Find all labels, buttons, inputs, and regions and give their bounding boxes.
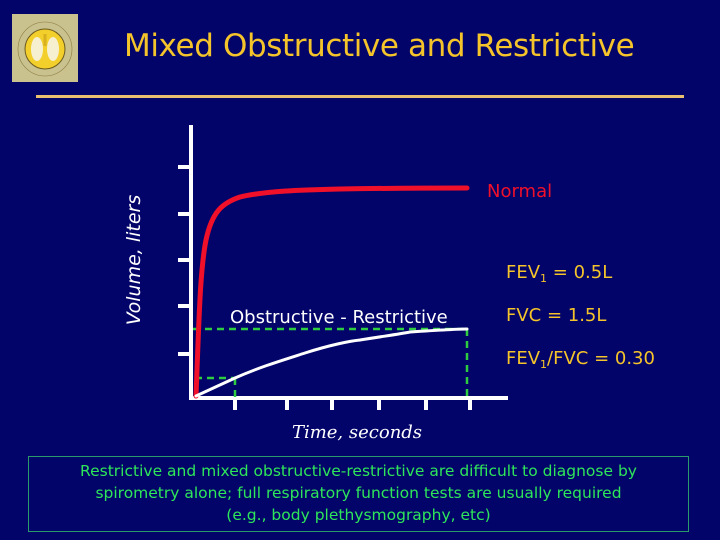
y-axis xyxy=(178,125,193,400)
footnote-line-3: (e.g., body plethysmography, etc) xyxy=(226,506,491,524)
y-axis-label: Volume, liters xyxy=(123,194,145,326)
ratio-subscript: 1 xyxy=(540,358,548,371)
fev1-fvc-guides xyxy=(193,327,469,397)
obstructive-restrictive-label: Obstructive - Restrictive xyxy=(230,307,448,328)
title-divider xyxy=(36,95,684,98)
obstructive-restrictive-curve xyxy=(194,327,469,398)
fev1-value: FEV1 = 0.5L xyxy=(506,262,655,305)
fev1-subscript: 1 xyxy=(540,272,548,285)
spirometry-values: FEV1 = 0.5L FVC = 1.5L FEV1/FVC = 0.30 xyxy=(506,262,655,391)
footnote-box: Restrictive and mixed obstructive-restri… xyxy=(28,456,689,532)
ratio-prefix: FEV xyxy=(506,348,541,369)
fev1-prefix: FEV xyxy=(506,262,541,283)
normal-curve xyxy=(193,185,470,399)
ratio-amount: /FVC = 0.30 xyxy=(547,348,655,369)
footnote-line-2: spirometry alone; full respiratory funct… xyxy=(95,484,622,502)
fev1-fvc-ratio: FEV1/FVC = 0.30 xyxy=(506,348,655,391)
x-axis-label: Time, seconds xyxy=(291,422,423,443)
fev1-amount: = 0.5L xyxy=(547,262,613,283)
slide-title: Mixed Obstructive and Restrictive xyxy=(124,28,635,64)
footnote-line-1: Restrictive and mixed obstructive-restri… xyxy=(80,462,637,480)
fvc-value: FVC = 1.5L xyxy=(506,305,607,326)
gold-logo xyxy=(12,14,78,82)
normal-curve-label: Normal xyxy=(487,181,553,202)
x-axis xyxy=(189,396,508,410)
gold-lungs-emblem-icon xyxy=(12,14,78,82)
